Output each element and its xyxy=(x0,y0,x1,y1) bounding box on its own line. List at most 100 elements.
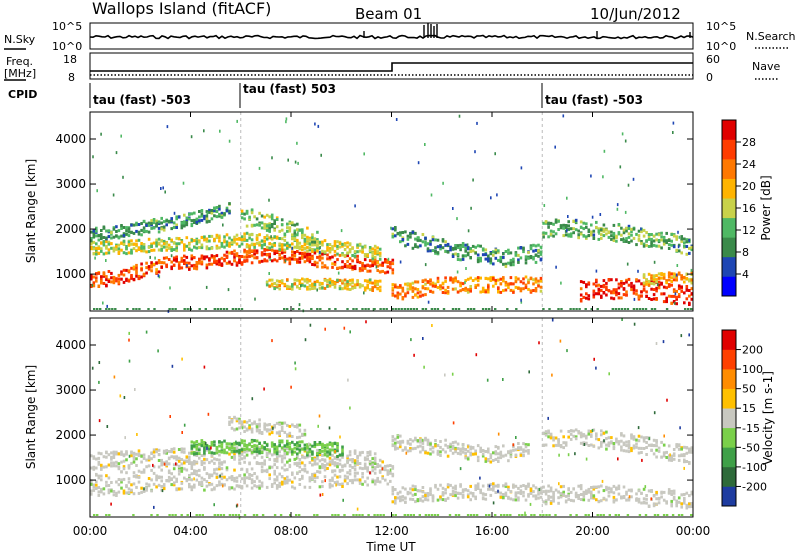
power-cell xyxy=(130,275,133,279)
power-cell xyxy=(464,254,467,258)
power-cell xyxy=(600,236,603,240)
velocity-cell xyxy=(489,493,493,497)
power-cell xyxy=(200,255,204,259)
velocity-cell xyxy=(328,460,332,464)
power-cell xyxy=(208,219,211,223)
power-cell xyxy=(130,223,133,227)
velocity-cell xyxy=(519,446,523,450)
velocity-cell xyxy=(426,492,430,495)
velocity-cell xyxy=(208,451,211,455)
power-cell xyxy=(122,243,126,246)
power-cell xyxy=(373,251,377,255)
velocity-cell xyxy=(298,483,302,486)
velocity-cell xyxy=(298,450,302,454)
velocity-cell xyxy=(273,447,276,451)
velocity-cell xyxy=(193,469,196,473)
velocity-cell xyxy=(258,442,261,445)
power-cell xyxy=(544,220,548,224)
power-cell xyxy=(361,284,364,288)
power-cell xyxy=(223,240,226,244)
velocity-cell xyxy=(273,424,276,428)
power-cell xyxy=(662,239,666,243)
power-cell xyxy=(172,263,176,267)
velocity-cell xyxy=(487,483,490,487)
power-cell xyxy=(223,235,226,239)
velocity-speckle xyxy=(128,331,130,335)
power-speckle xyxy=(285,120,287,124)
velocity-cell xyxy=(625,440,628,444)
power-cell xyxy=(670,239,673,243)
power-cell xyxy=(507,248,510,252)
power-cell xyxy=(504,264,508,268)
velocity-cell xyxy=(512,483,515,487)
velocity-cell xyxy=(218,440,221,444)
velocity-cell xyxy=(356,459,359,463)
power-cell xyxy=(253,242,256,246)
velocity-cell xyxy=(298,446,302,450)
power-cell xyxy=(414,287,417,291)
velocity-speckle xyxy=(663,434,665,438)
power-cell xyxy=(479,256,482,260)
power-speckle xyxy=(236,119,238,123)
velocity-cell xyxy=(125,484,128,488)
power-cell xyxy=(132,267,136,271)
velocity-cell xyxy=(562,490,565,494)
power-cell xyxy=(127,269,131,273)
velocity-cell xyxy=(597,485,601,489)
velocity-cell xyxy=(451,444,455,448)
freq-label: Freq. xyxy=(6,55,33,68)
velocity-cell xyxy=(449,483,452,487)
velocity-cell xyxy=(253,480,256,484)
power-cell xyxy=(615,234,618,238)
power-cell xyxy=(183,248,186,252)
power-cell xyxy=(494,282,498,286)
velocity-cell xyxy=(213,443,216,447)
velocity-cell xyxy=(333,456,337,460)
velocity-cell xyxy=(514,453,518,457)
velocity-cell xyxy=(444,491,447,495)
power-cell xyxy=(213,207,216,211)
velocity-cell xyxy=(391,474,395,478)
power-cell xyxy=(645,278,648,282)
velocity-floor-cell xyxy=(343,514,346,516)
power-cell xyxy=(688,294,691,298)
velocity-speckle xyxy=(321,493,324,496)
velocity-cell xyxy=(238,421,241,425)
velocity-floor-cell xyxy=(521,514,524,516)
velocity-cell xyxy=(298,478,302,481)
velocity-cell xyxy=(268,428,271,432)
velocity-cell xyxy=(685,460,689,463)
velocity-floor-cell xyxy=(150,514,153,516)
velocity-cell xyxy=(439,483,442,487)
velocity-cell xyxy=(429,447,432,451)
velocity-cell xyxy=(313,456,317,460)
power-ylabel: Slant Range [km] xyxy=(24,159,38,263)
power-cell xyxy=(456,246,460,249)
power-cell xyxy=(233,259,236,263)
velocity-cell xyxy=(336,457,339,461)
velocity-cell xyxy=(296,425,299,429)
power-cell xyxy=(409,287,412,291)
power-cell xyxy=(590,223,593,227)
power-cell xyxy=(612,288,616,292)
velocity-cell xyxy=(499,495,503,499)
velocity-cell xyxy=(167,457,171,461)
velocity-cell xyxy=(645,441,648,444)
power-cell xyxy=(569,233,573,237)
velocity-cell xyxy=(195,478,199,482)
power-cell xyxy=(376,269,379,272)
power-cell xyxy=(127,234,131,238)
power-cell xyxy=(592,289,596,293)
velocity-cell xyxy=(278,450,281,454)
power-cell xyxy=(569,234,573,238)
velocity-cell xyxy=(220,461,224,465)
power-cell xyxy=(137,230,141,234)
power-floor-cell xyxy=(481,308,485,310)
velocity-speckle xyxy=(603,439,605,443)
power-cell xyxy=(378,247,382,251)
velocity-cell xyxy=(275,484,279,487)
power-cell xyxy=(416,288,420,291)
power-cell xyxy=(399,240,402,244)
velocity-cell xyxy=(250,449,254,452)
velocity-cell xyxy=(617,487,621,491)
